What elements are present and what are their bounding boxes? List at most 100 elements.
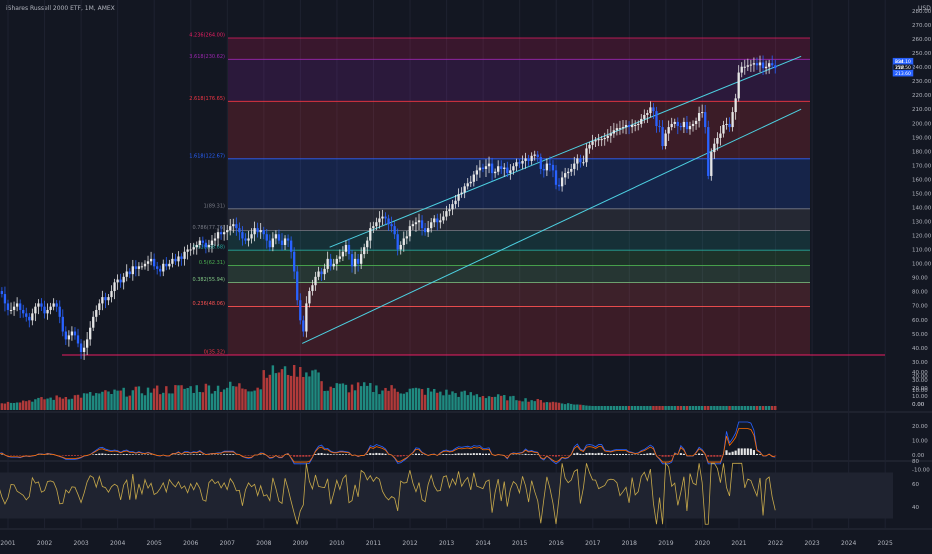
price-candle-body [771, 63, 773, 65]
volume-bar [506, 400, 508, 410]
macd-histogram-bar [400, 455, 402, 457]
price-candle-body [506, 168, 508, 174]
volume-bar [208, 385, 210, 410]
rsi-tick-label: 40 [912, 505, 919, 511]
price-candle-body [171, 259, 173, 264]
x-tick-label: 2020 [695, 540, 710, 547]
price-candle-body [199, 241, 201, 245]
y-tick-label: 110.00 [912, 248, 932, 254]
volume-bar [266, 378, 268, 410]
volume-bar [439, 392, 441, 410]
macd-histogram-bar [290, 455, 292, 456]
macd-histogram-bar [348, 454, 350, 455]
volume-bar [436, 393, 438, 410]
price-candle-body [226, 230, 228, 232]
macd-histogram-bar [327, 454, 329, 455]
price-candle-body [683, 122, 685, 127]
volume-bar [202, 392, 204, 410]
macd-tick-label: -10.00 [912, 468, 930, 474]
price-candle-body [40, 303, 42, 306]
volume-bar [101, 392, 103, 410]
price-candle-body [363, 247, 365, 254]
volume-bar [68, 399, 70, 410]
volume-bar [479, 397, 481, 410]
macd-histogram-bar [193, 454, 195, 455]
price-candle-body [71, 331, 73, 335]
macd-histogram-bar [665, 455, 667, 457]
macd-histogram-bar [229, 454, 231, 455]
volume-bar [756, 406, 758, 410]
macd-histogram-bar [479, 453, 481, 455]
x-tick-label: 2002 [37, 540, 52, 547]
macd-histogram-bar [622, 454, 624, 455]
price-candle-body [378, 218, 380, 222]
price-candle-body [467, 183, 469, 186]
volume-bar [393, 389, 395, 410]
price-candle-body [381, 217, 383, 219]
volume-bar [308, 376, 310, 410]
macd-histogram-bar [549, 455, 551, 456]
macd-histogram-bar [759, 454, 761, 455]
macd-histogram-bar [658, 455, 660, 456]
fib-band [228, 159, 810, 209]
macd-histogram-bar [564, 455, 566, 456]
volume-bar [567, 403, 569, 410]
x-tick-label: 2006 [183, 540, 198, 547]
volume-bar [238, 383, 240, 410]
price-candle-body [393, 226, 395, 234]
macd-histogram-bar [415, 454, 417, 455]
x-tick-label: 2005 [147, 540, 162, 547]
volume-bar [604, 406, 606, 410]
volume-bar [323, 391, 325, 410]
volume-bar [326, 391, 328, 410]
volume-tick-label: 20.00 [912, 386, 928, 392]
price-candle-body [503, 168, 505, 169]
y-tick-label: 250.00 [912, 51, 932, 57]
volume-bar [771, 406, 773, 410]
volume-bar [378, 394, 380, 410]
macd-histogram-bar [719, 455, 721, 457]
price-candle-body [89, 328, 91, 340]
price-candle-body [320, 271, 322, 274]
price-candle-body [597, 139, 599, 140]
price-candle-body [607, 136, 609, 138]
macd-histogram-bar [305, 455, 307, 457]
volume-bar [677, 406, 679, 410]
macd-histogram-bar [732, 452, 734, 455]
macd-histogram-bar [521, 454, 523, 455]
price-candle-body [144, 264, 146, 267]
rsi-tick-label: 60 [912, 482, 919, 488]
volume-bar [354, 390, 356, 410]
volume-bar [43, 399, 45, 410]
price-candle-body [205, 243, 207, 247]
macd-histogram-bar [330, 454, 332, 455]
volume-bar [762, 406, 764, 410]
volume-bar [165, 386, 167, 410]
volume-bar [183, 389, 185, 410]
price-candle-body [275, 234, 277, 238]
price-candle-body [46, 310, 48, 313]
macd-histogram-bar [591, 453, 593, 455]
macd-histogram-bar [68, 455, 70, 456]
volume-bar [381, 391, 383, 410]
price-candle-body [126, 271, 128, 276]
y-tick-label: 30.00 [912, 360, 928, 366]
macd-histogram-bar [281, 455, 283, 456]
volume-bar [223, 389, 225, 410]
volume-bar [476, 394, 478, 410]
price-candle-body [43, 307, 45, 314]
price-candle-body [686, 122, 688, 129]
macd-histogram-bar [269, 455, 271, 456]
macd-histogram-bar [394, 455, 396, 456]
price-candle-body [65, 331, 67, 339]
volume-bar [509, 396, 511, 410]
price-candle-body [415, 222, 417, 224]
volume-bar [205, 384, 207, 410]
price-candle-body [37, 303, 39, 306]
volume-bar [582, 405, 584, 410]
price-candle-body [159, 269, 161, 272]
macd-histogram-bar [74, 455, 76, 456]
volume-bar [174, 385, 176, 410]
volume-bar [135, 387, 137, 410]
